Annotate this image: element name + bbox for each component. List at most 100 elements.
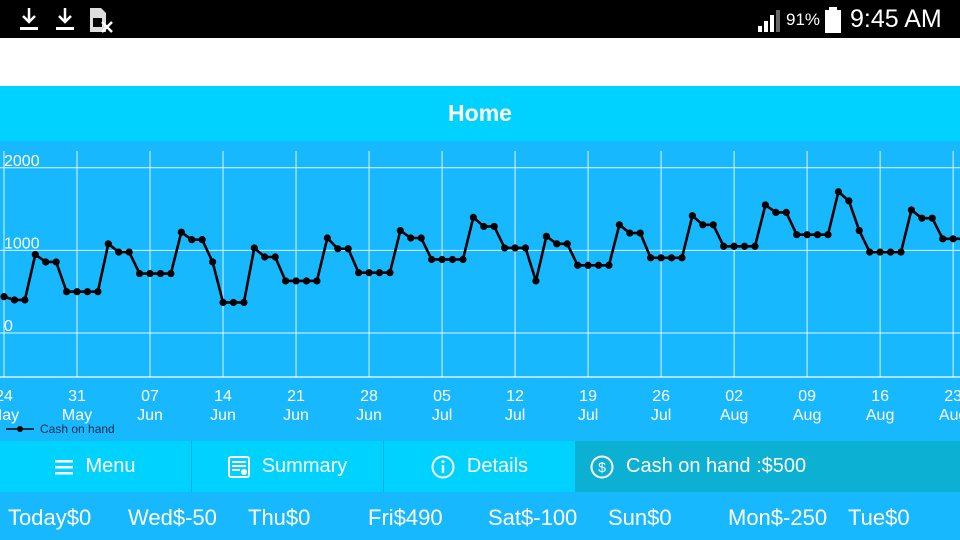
tab-summary-label: Summary: [261, 455, 348, 477]
data-point: [678, 254, 686, 262]
data-point: [417, 234, 425, 242]
day-today[interactable]: Today$0: [8, 505, 92, 530]
x-tick-label-month: Jun: [283, 407, 309, 424]
y-tick-label: 0: [4, 318, 13, 335]
data-point: [250, 244, 258, 252]
data-point: [198, 236, 206, 244]
data-point: [167, 269, 175, 278]
day-fri[interactable]: Fri$490: [368, 505, 443, 530]
x-tick-label-month: Aug: [793, 407, 821, 424]
x-tick-label-day: 09: [798, 388, 816, 405]
day-sat[interactable]: Sat$-100: [488, 505, 578, 530]
data-point: [709, 221, 717, 229]
battery-percent: 91%: [786, 10, 821, 29]
data-point: [949, 235, 957, 243]
status-bar: 91% 9:45 AM: [0, 0, 960, 38]
data-point: [375, 269, 384, 277]
day-wed[interactable]: Wed$-50: [128, 505, 217, 530]
data-point: [594, 261, 603, 269]
data-point: [803, 231, 811, 239]
x-tick-label-day: 16: [871, 388, 889, 405]
data-point: [355, 269, 363, 277]
data-point: [10, 296, 19, 304]
data-point: [886, 248, 895, 256]
day-tue[interactable]: Tue$0: [848, 505, 910, 530]
data-point: [563, 240, 571, 248]
data-point: [876, 248, 884, 256]
x-tick-label-month: May: [62, 407, 92, 424]
data-point: [813, 231, 822, 239]
data-point: [720, 242, 728, 250]
data-point: [636, 229, 644, 237]
y-tick-label: 2000: [4, 153, 40, 170]
data-point: [657, 254, 665, 262]
x-tick-label-day: 26: [652, 388, 670, 405]
x-tick-label-day: 31: [68, 388, 86, 405]
data-point: [428, 255, 436, 264]
data-point: [907, 206, 916, 214]
data-point: [62, 288, 71, 296]
summary-icon: [227, 455, 250, 478]
data-point: [188, 236, 196, 244]
data-point: [793, 231, 801, 239]
data-point: [135, 269, 144, 278]
x-tick-label-day: 24: [0, 388, 13, 405]
data-point: [31, 250, 39, 259]
x-tick-label-month: Aug: [939, 407, 960, 424]
x-tick-label-day: 23: [944, 388, 960, 405]
dollar-circle-icon: $: [590, 455, 614, 479]
week-summary-bar: Today$0 Wed$-50 Thu$0 Fri$490 Sat$-100 S…: [0, 492, 960, 540]
x-tick-label-month: Jun: [210, 407, 236, 424]
data-point: [834, 188, 843, 196]
data-point: [115, 248, 123, 256]
data-point: [501, 244, 509, 252]
cash-on-hand-label: Cash on hand :$500: [626, 455, 807, 477]
x-tick-label-month: May: [0, 407, 19, 424]
data-point: [928, 214, 936, 222]
day-sun[interactable]: Sun$0: [608, 505, 672, 530]
tab-cash-on-hand[interactable]: $ Cash on hand :$500: [575, 441, 960, 492]
data-point: [407, 234, 415, 242]
x-tick-label-day: 02: [725, 388, 743, 405]
data-point: [448, 255, 457, 264]
x-tick-label-day: 28: [360, 388, 378, 405]
data-point: [897, 248, 905, 256]
x-tick-label-month: Jul: [432, 407, 452, 424]
day-mon[interactable]: Mon$-250: [728, 505, 828, 530]
x-tick-label-month: Aug: [720, 407, 748, 424]
data-point: [511, 244, 519, 252]
data-point: [229, 298, 238, 307]
tab-summary[interactable]: Summary: [191, 441, 383, 492]
x-tick-label-day: 12: [506, 388, 524, 405]
data-point: [94, 288, 102, 296]
tab-menu[interactable]: Menu: [0, 441, 191, 492]
data-point: [386, 269, 394, 277]
data-point: [156, 269, 165, 278]
data-point: [626, 229, 634, 237]
x-tick-label-day: 14: [214, 388, 232, 405]
cash-chart: 24 May 31 May 07 Jun 14 Jun 21 Jun 28 Jun 05 Jul 12 Jul…: [0, 141, 960, 441]
x-tick-label-day: 07: [141, 388, 159, 405]
data-point: [688, 212, 696, 220]
data-point: [553, 240, 561, 248]
day-thu[interactable]: Thu$0: [248, 505, 311, 530]
y-tick-label: 1000: [4, 235, 40, 252]
clock: 9:45 AM: [850, 5, 942, 33]
data-point: [240, 298, 248, 307]
data-point: [782, 208, 790, 217]
data-point: [125, 248, 133, 256]
info-icon: [431, 455, 455, 479]
data-point: [699, 221, 707, 229]
data-point: [334, 245, 342, 253]
x-tick-label-month: Jul: [651, 407, 671, 424]
battery-icon: [825, 7, 841, 33]
data-point: [146, 269, 154, 278]
tab-details[interactable]: Details: [383, 441, 575, 492]
data-point: [271, 253, 279, 261]
data-point: [469, 213, 477, 221]
cash-chart-svg: 24 May 31 May 07 Jun 14 Jun 21 Jun 28 Jun 05 Jul 12 Jul…: [0, 151, 960, 436]
data-point: [574, 261, 582, 269]
data-point: [605, 261, 613, 269]
x-tick-label-day: 21: [287, 388, 305, 405]
no-sim-icon: [90, 8, 113, 33]
